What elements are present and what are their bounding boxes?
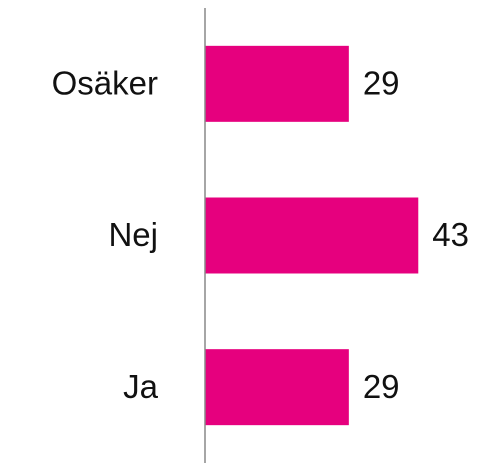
y-tick-label: Osäker <box>52 65 158 102</box>
value-label: 43 <box>432 216 469 253</box>
value-label: 29 <box>363 368 400 405</box>
y-tick-label: Ja <box>123 368 159 405</box>
value-label: 29 <box>363 65 400 102</box>
bar <box>205 349 349 426</box>
bar <box>205 45 349 122</box>
y-tick-label: Nej <box>108 216 158 253</box>
bar <box>205 197 419 274</box>
